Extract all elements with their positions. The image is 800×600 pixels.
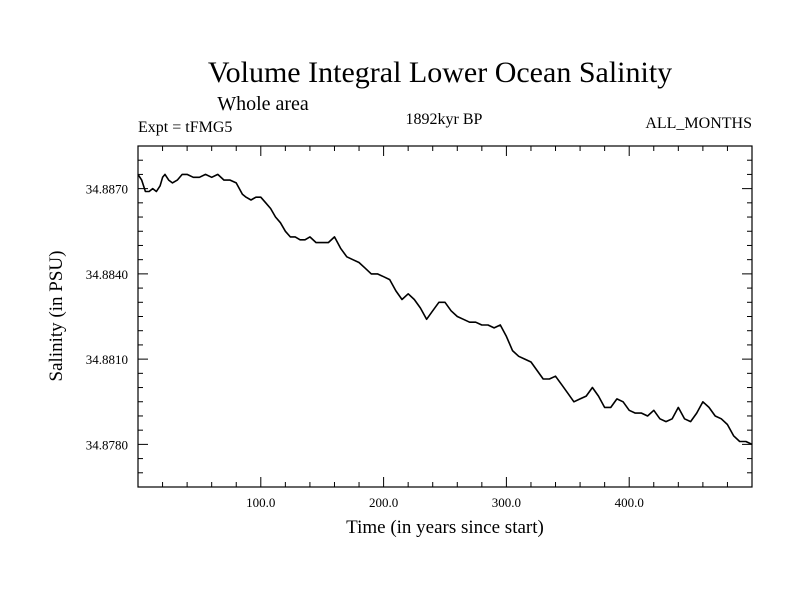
- y-tick-label: 34.8840: [86, 267, 128, 282]
- y-tick-label: 34.8870: [86, 182, 128, 197]
- y-tick-label: 34.8810: [86, 352, 128, 367]
- chart-title: Volume Integral Lower Ocean Salinity: [208, 56, 672, 89]
- x-tick-label: 300.0: [492, 495, 521, 510]
- series-line-salinity: [137, 173, 753, 446]
- data-series: [137, 173, 753, 446]
- experiment-label: Expt = tFMG5: [138, 119, 232, 136]
- x-tick-label: 200.0: [369, 495, 398, 510]
- y-tick-label: 34.8780: [86, 437, 128, 452]
- y-axis-label: Salinity (in PSU): [46, 251, 67, 382]
- x-tick-label: 100.0: [246, 495, 275, 510]
- tick-labels: 100.0 200.0 300.0 400.0 34.8780 34.8810 34.884…: [86, 182, 644, 510]
- period-label: 1892kyr BP: [406, 111, 483, 128]
- x-axis-label: Time (in years since start): [346, 517, 544, 538]
- axis-ticks: [138, 146, 752, 487]
- plot-frame: [137, 145, 753, 488]
- months-label: ALL_MONTHS: [645, 115, 752, 132]
- chart-subtitle: Whole area: [217, 93, 309, 115]
- x-tick-label: 400.0: [615, 495, 644, 510]
